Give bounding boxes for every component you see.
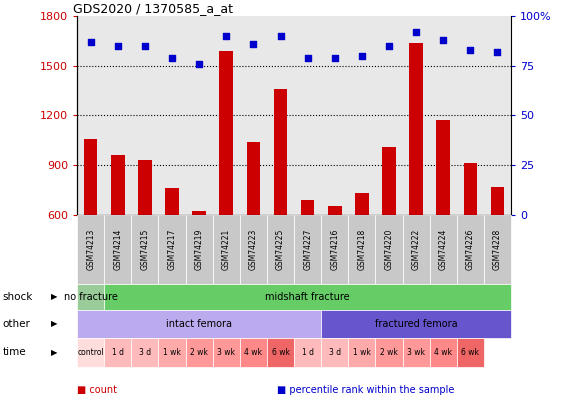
Text: ▶: ▶	[51, 320, 58, 328]
Bar	[301, 200, 315, 215]
Point	[303, 55, 312, 61]
Text: intact femora: intact femora	[166, 319, 232, 329]
Text: 1 d: 1 d	[301, 348, 313, 357]
Bar	[409, 43, 423, 215]
Text: other: other	[3, 319, 31, 329]
Text: 1 wk: 1 wk	[163, 348, 181, 357]
Text: GSM74225: GSM74225	[276, 228, 285, 270]
Bar	[436, 120, 450, 215]
Bar	[111, 155, 124, 215]
Point	[195, 61, 204, 67]
Text: GSM74220: GSM74220	[384, 228, 393, 270]
Point	[167, 55, 176, 61]
Text: GSM74216: GSM74216	[330, 228, 339, 270]
Bar	[490, 187, 504, 215]
Text: 2 wk: 2 wk	[380, 348, 398, 357]
Text: 3 wk: 3 wk	[217, 348, 235, 357]
Text: GSM74228: GSM74228	[493, 228, 502, 270]
Text: GDS2020 / 1370585_a_at: GDS2020 / 1370585_a_at	[73, 2, 233, 15]
Text: 4 wk: 4 wk	[434, 348, 452, 357]
Text: 6 wk: 6 wk	[461, 348, 480, 357]
Point	[439, 37, 448, 43]
Text: GSM74223: GSM74223	[249, 228, 258, 270]
Point	[276, 33, 285, 39]
Text: 3 wk: 3 wk	[407, 348, 425, 357]
Bar	[382, 147, 396, 215]
Text: GSM74224: GSM74224	[439, 228, 448, 270]
Text: 2 wk: 2 wk	[190, 348, 208, 357]
Text: shock: shock	[3, 292, 33, 302]
Point	[140, 43, 150, 49]
Text: 6 wk: 6 wk	[271, 348, 289, 357]
Point	[412, 29, 421, 35]
Text: GSM74227: GSM74227	[303, 228, 312, 270]
Text: GSM74217: GSM74217	[167, 228, 176, 270]
Text: 4 wk: 4 wk	[244, 348, 263, 357]
Text: 3 d: 3 d	[329, 348, 341, 357]
Point	[493, 49, 502, 55]
Bar	[84, 139, 98, 215]
Bar	[247, 142, 260, 215]
Text: ■ count: ■ count	[77, 385, 117, 395]
Point	[222, 33, 231, 39]
Bar	[355, 193, 369, 215]
Bar	[464, 163, 477, 215]
Text: 1 d: 1 d	[112, 348, 124, 357]
Text: GSM74219: GSM74219	[195, 228, 204, 270]
Bar	[192, 211, 206, 215]
Bar	[219, 51, 233, 215]
Point	[113, 43, 122, 49]
Text: time: time	[3, 347, 26, 357]
Text: GSM74218: GSM74218	[357, 228, 367, 270]
Text: GSM74215: GSM74215	[140, 228, 150, 270]
Point	[86, 39, 95, 45]
Point	[249, 41, 258, 47]
Text: midshaft fracture: midshaft fracture	[266, 292, 350, 302]
Point	[384, 43, 393, 49]
Text: GSM74221: GSM74221	[222, 228, 231, 270]
Bar	[165, 188, 179, 215]
Text: ▶: ▶	[51, 348, 58, 357]
Point	[357, 53, 367, 59]
Text: GSM74213: GSM74213	[86, 228, 95, 270]
Bar	[138, 160, 152, 215]
Point	[466, 47, 475, 53]
Text: no fracture: no fracture	[64, 292, 118, 302]
Bar	[274, 89, 287, 215]
Text: GSM74222: GSM74222	[412, 228, 421, 270]
Text: control: control	[77, 348, 104, 357]
Bar	[328, 207, 341, 215]
Point	[330, 55, 339, 61]
Text: GSM74214: GSM74214	[113, 228, 122, 270]
Text: 1 wk: 1 wk	[353, 348, 371, 357]
Text: ■ percentile rank within the sample: ■ percentile rank within the sample	[277, 385, 455, 395]
Text: fractured femora: fractured femora	[375, 319, 457, 329]
Text: ▶: ▶	[51, 292, 58, 301]
Text: 3 d: 3 d	[139, 348, 151, 357]
Text: GSM74226: GSM74226	[466, 228, 475, 270]
